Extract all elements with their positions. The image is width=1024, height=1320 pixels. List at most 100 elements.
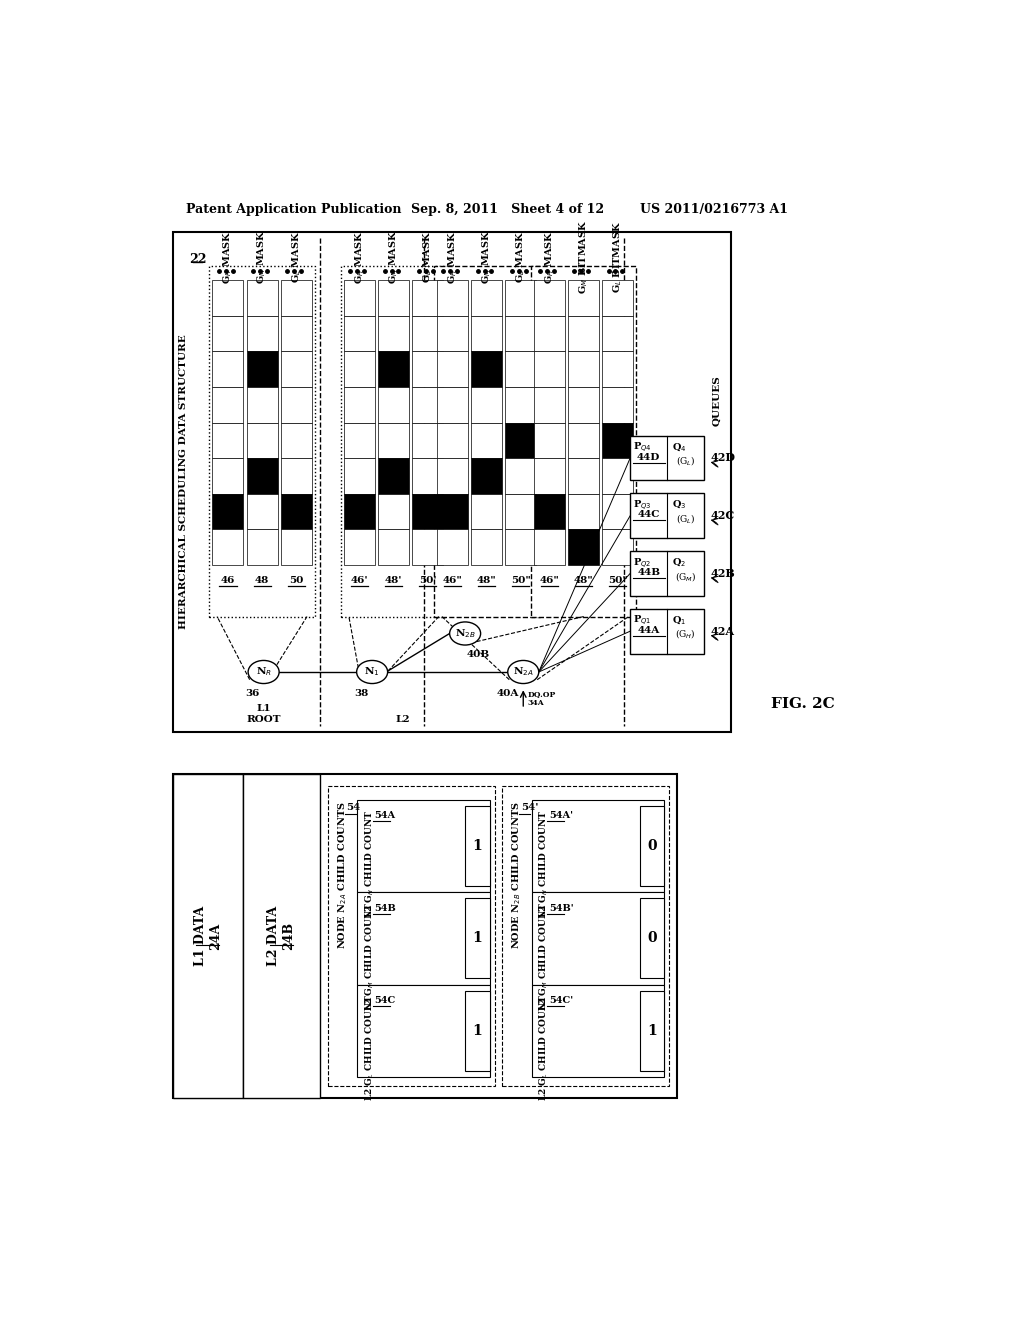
Text: G$_{H}$ MASK: G$_{H}$ MASK	[446, 230, 459, 284]
Bar	[503, 785, 669, 1086]
Bar	[243, 775, 321, 1098]
Bar	[531, 892, 665, 985]
Bar	[471, 280, 503, 315]
Bar	[357, 892, 489, 985]
Bar	[471, 458, 503, 494]
Bar	[437, 494, 468, 529]
Bar	[630, 609, 703, 653]
Bar	[630, 552, 703, 595]
Text: 50': 50'	[419, 576, 437, 585]
Text: 46": 46"	[540, 576, 559, 585]
Bar	[212, 529, 244, 565]
Bar	[413, 280, 443, 315]
Bar	[378, 280, 410, 315]
Bar	[344, 351, 375, 387]
Bar	[640, 991, 665, 1071]
Bar	[357, 800, 489, 892]
Bar	[212, 422, 244, 458]
Bar	[212, 315, 244, 351]
Bar	[378, 351, 410, 387]
Bar	[602, 351, 633, 387]
Bar	[568, 494, 599, 529]
Bar	[471, 315, 503, 351]
Bar	[357, 985, 489, 1077]
Bar	[344, 315, 375, 351]
Text: G$_{L}$ MASK: G$_{L}$ MASK	[290, 231, 302, 282]
Bar	[535, 529, 565, 565]
Bar	[344, 422, 375, 458]
Text: N$_{2B}$: N$_{2B}$	[455, 627, 475, 640]
Bar	[281, 280, 311, 315]
Bar	[344, 529, 375, 565]
Bar	[413, 494, 443, 529]
Text: G$_{H}$ MASK: G$_{H}$ MASK	[221, 230, 234, 284]
Bar	[568, 351, 599, 387]
Bar	[506, 458, 537, 494]
Text: 42D: 42D	[710, 453, 735, 463]
Text: 54: 54	[346, 803, 360, 812]
Text: ROOT: ROOT	[247, 715, 281, 725]
Text: (G$_{L}$): (G$_{L}$)	[676, 512, 695, 525]
Text: 54C: 54C	[375, 997, 395, 1005]
Text: 54C': 54C'	[549, 997, 573, 1005]
Text: L2 G$_H$ CHILD COUNT: L2 G$_H$ CHILD COUNT	[538, 809, 551, 917]
Text: 44C: 44C	[638, 511, 660, 519]
Bar	[602, 387, 633, 422]
Bar	[173, 231, 731, 733]
Text: 40B: 40B	[467, 651, 489, 660]
Bar	[506, 315, 537, 351]
Bar	[506, 387, 537, 422]
Text: G$_{L}$ BITMASK: G$_{L}$ BITMASK	[611, 220, 625, 293]
Text: 44D: 44D	[637, 453, 660, 462]
Bar	[602, 529, 633, 565]
Bar	[471, 387, 503, 422]
Bar	[413, 458, 443, 494]
Text: 54B': 54B'	[549, 904, 573, 912]
Text: 0: 0	[647, 932, 656, 945]
Text: (G$_{L}$): (G$_{L}$)	[676, 454, 695, 467]
Bar	[344, 458, 375, 494]
Text: G$_{M}$ MASK: G$_{M}$ MASK	[387, 230, 400, 284]
Text: G$_{M}$ MASK: G$_{M}$ MASK	[480, 230, 494, 284]
Bar	[328, 785, 495, 1086]
Bar	[465, 899, 489, 978]
Bar	[378, 458, 410, 494]
Text: 40A: 40A	[497, 689, 519, 698]
Bar	[471, 494, 503, 529]
Text: L2 G$_M$ CHILD COUNT: L2 G$_M$ CHILD COUNT	[538, 902, 551, 1011]
Text: 0: 0	[647, 840, 656, 853]
Bar	[568, 529, 599, 565]
Bar	[212, 387, 244, 422]
Text: 38: 38	[354, 689, 369, 698]
Bar	[378, 315, 410, 351]
Bar	[413, 529, 443, 565]
Bar	[535, 387, 565, 422]
Text: L2 DATA
24B: L2 DATA 24B	[267, 906, 296, 966]
Bar	[602, 315, 633, 351]
Bar	[378, 387, 410, 422]
Bar	[471, 422, 503, 458]
Bar	[413, 387, 443, 422]
Text: QUEUES: QUEUES	[713, 376, 722, 426]
Bar	[535, 315, 565, 351]
Ellipse shape	[356, 660, 388, 684]
Bar	[568, 458, 599, 494]
Text: 54A': 54A'	[549, 812, 572, 820]
Bar	[212, 280, 244, 315]
Text: HIERARCHICAL SCHEDULING DATA STRUCTURE: HIERARCHICAL SCHEDULING DATA STRUCTURE	[178, 334, 187, 630]
Text: P$_{Q4}$: P$_{Q4}$	[633, 441, 652, 455]
Text: G$_{L}$ MASK: G$_{L}$ MASK	[422, 231, 434, 282]
Bar	[535, 280, 565, 315]
Ellipse shape	[450, 622, 480, 645]
Text: 50: 50	[289, 576, 303, 585]
Text: L2 G$_L$ CHILD COUNT: L2 G$_L$ CHILD COUNT	[538, 994, 551, 1101]
Bar	[506, 422, 537, 458]
Bar	[212, 458, 244, 494]
Bar	[413, 351, 443, 387]
Text: G$_{L}$ MASK: G$_{L}$ MASK	[514, 231, 527, 282]
Bar	[535, 422, 565, 458]
Bar	[281, 351, 311, 387]
Text: G$_{M}$ BITMASK: G$_{M}$ BITMASK	[578, 220, 590, 294]
Bar	[602, 422, 633, 458]
Bar	[247, 494, 278, 529]
